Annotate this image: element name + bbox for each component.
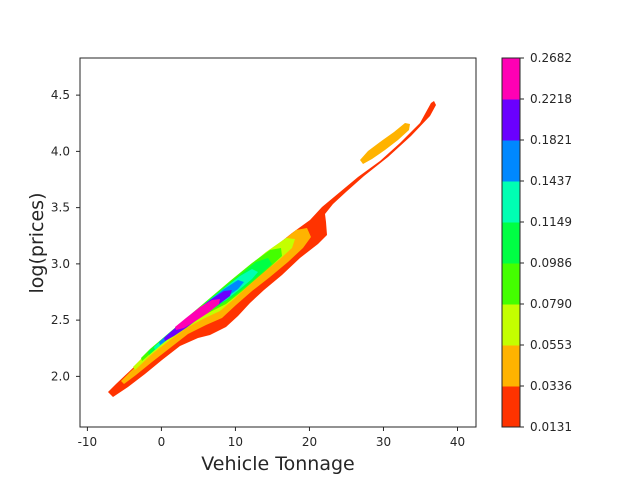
colorbar-tick-label: 0.2682 [530, 51, 572, 65]
x-tick-label: 20 [302, 435, 317, 449]
colorbar-tick-label: 0.0336 [530, 379, 572, 393]
x-tick-label: 10 [228, 435, 243, 449]
contour-band-level-2-upper [360, 123, 410, 164]
x-tick-label: 30 [376, 435, 391, 449]
colorbar: 0.0131 0.0336 0.0553 0.0790 0.0986 0.1149 0.14… [501, 51, 572, 434]
y-tick-label: 2.5 [51, 313, 70, 327]
y-tick-label: 3.0 [51, 257, 70, 271]
colorbar-tick-label: 0.0131 [530, 420, 572, 434]
contour-bands [108, 101, 436, 397]
y-tick-label: 4.0 [51, 144, 70, 158]
colorbar-swatch [502, 140, 520, 182]
y-tick-label: 3.5 [51, 201, 70, 215]
colorbar-frame [501, 57, 521, 428]
colorbar-tick-label: 0.0986 [530, 256, 572, 270]
colorbar-swatch [502, 99, 520, 141]
colorbar-swatch [502, 181, 520, 223]
colorbar-swatch [502, 304, 520, 346]
x-tick-label: 40 [450, 435, 465, 449]
x-axis-title: Vehicle Tonnage [201, 453, 354, 475]
y-tick-label: 4.5 [51, 88, 70, 102]
x-tick-label: -10 [78, 435, 98, 449]
colorbar-swatch [502, 222, 520, 264]
x-tick-label: 0 [158, 435, 166, 449]
contour-band-level-9 [175, 299, 220, 330]
colorbar-swatch [502, 263, 520, 305]
colorbar-tick-label: 0.1149 [530, 215, 572, 229]
plot-area: -10 0 10 20 30 40 2.0 2.5 3.0 3.5 4.0 4.5 Vehicle … [26, 57, 477, 475]
x-axis-ticks: -10 0 10 20 30 40 [78, 427, 465, 449]
colorbar-tick-label: 0.1821 [530, 133, 572, 147]
y-axis-title: log(prices) [26, 193, 48, 294]
colorbar-swatch [502, 58, 520, 100]
colorbar-tick-label: 0.2218 [530, 92, 572, 106]
colorbar-tick-label: 0.0553 [530, 338, 572, 352]
y-axis-ticks: 2.0 2.5 3.0 3.5 4.0 4.5 [51, 88, 80, 383]
colorbar-tick-label: 0.0790 [530, 297, 572, 311]
colorbar-swatch [502, 386, 520, 428]
colorbar-tick-label: 0.1437 [530, 174, 572, 188]
y-tick-label: 2.0 [51, 369, 70, 383]
colorbar-swatch [502, 345, 520, 387]
